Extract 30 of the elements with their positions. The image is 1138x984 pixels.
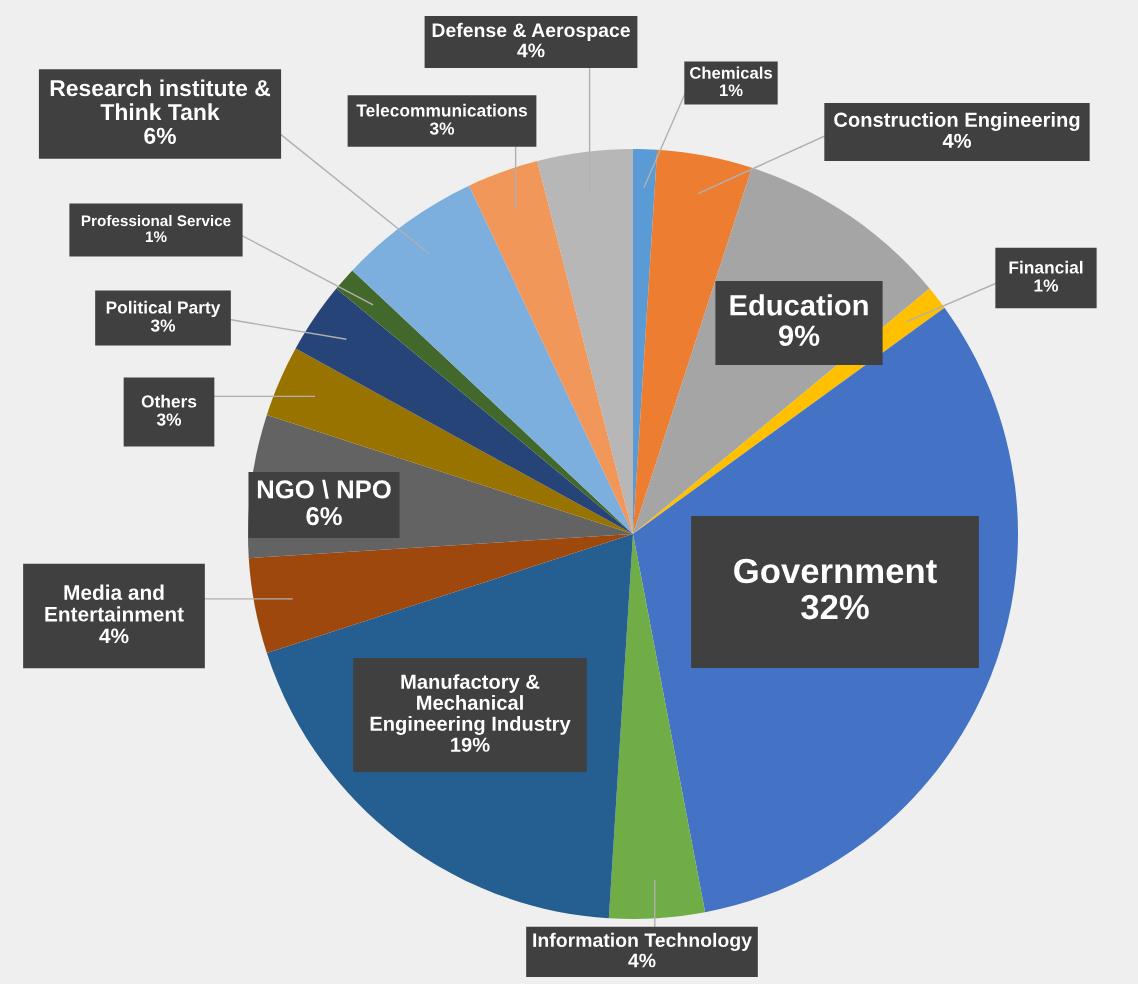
slice-label: Others (141, 394, 197, 408)
slice-label: Media and Entertainment (45, 584, 184, 622)
data-label: 19% (451, 737, 490, 752)
slice-label: NGO \ NPO (257, 479, 391, 499)
data-label: 1% (720, 84, 743, 97)
data-label: 6% (306, 507, 342, 526)
data-label: 4% (942, 133, 972, 148)
slice-label: Construction Engineering (834, 112, 1080, 131)
data-label: 4% (628, 953, 656, 968)
slice-label: Manufactory & Mechanical Engineering Industry (370, 674, 571, 735)
slice-label: Telecommunications (356, 103, 527, 117)
data-label: 32% (801, 594, 869, 620)
data-label: 1% (1034, 279, 1059, 292)
slice-label: Chemicals (690, 66, 773, 79)
slice-label: Political Party (106, 300, 221, 318)
data-label: 3% (150, 319, 176, 332)
slice-label: Defense & Aerospace (432, 22, 630, 41)
slice-label: Information Technology (533, 932, 752, 951)
data-label: 3% (156, 413, 182, 426)
slice-label: Professional Service (81, 214, 231, 227)
slice-label: Education (730, 294, 868, 316)
data-label: 6% (144, 127, 176, 145)
data-label: 9% (778, 325, 820, 347)
slice-label: Financial (1009, 260, 1083, 274)
slice-label: Research institute & Think Tank (50, 79, 271, 121)
data-label: 4% (517, 43, 545, 58)
data-label: 1% (145, 231, 167, 243)
slice-label: Government (734, 558, 937, 584)
data-label: 3% (429, 122, 455, 135)
data-label: 4% (99, 628, 129, 644)
